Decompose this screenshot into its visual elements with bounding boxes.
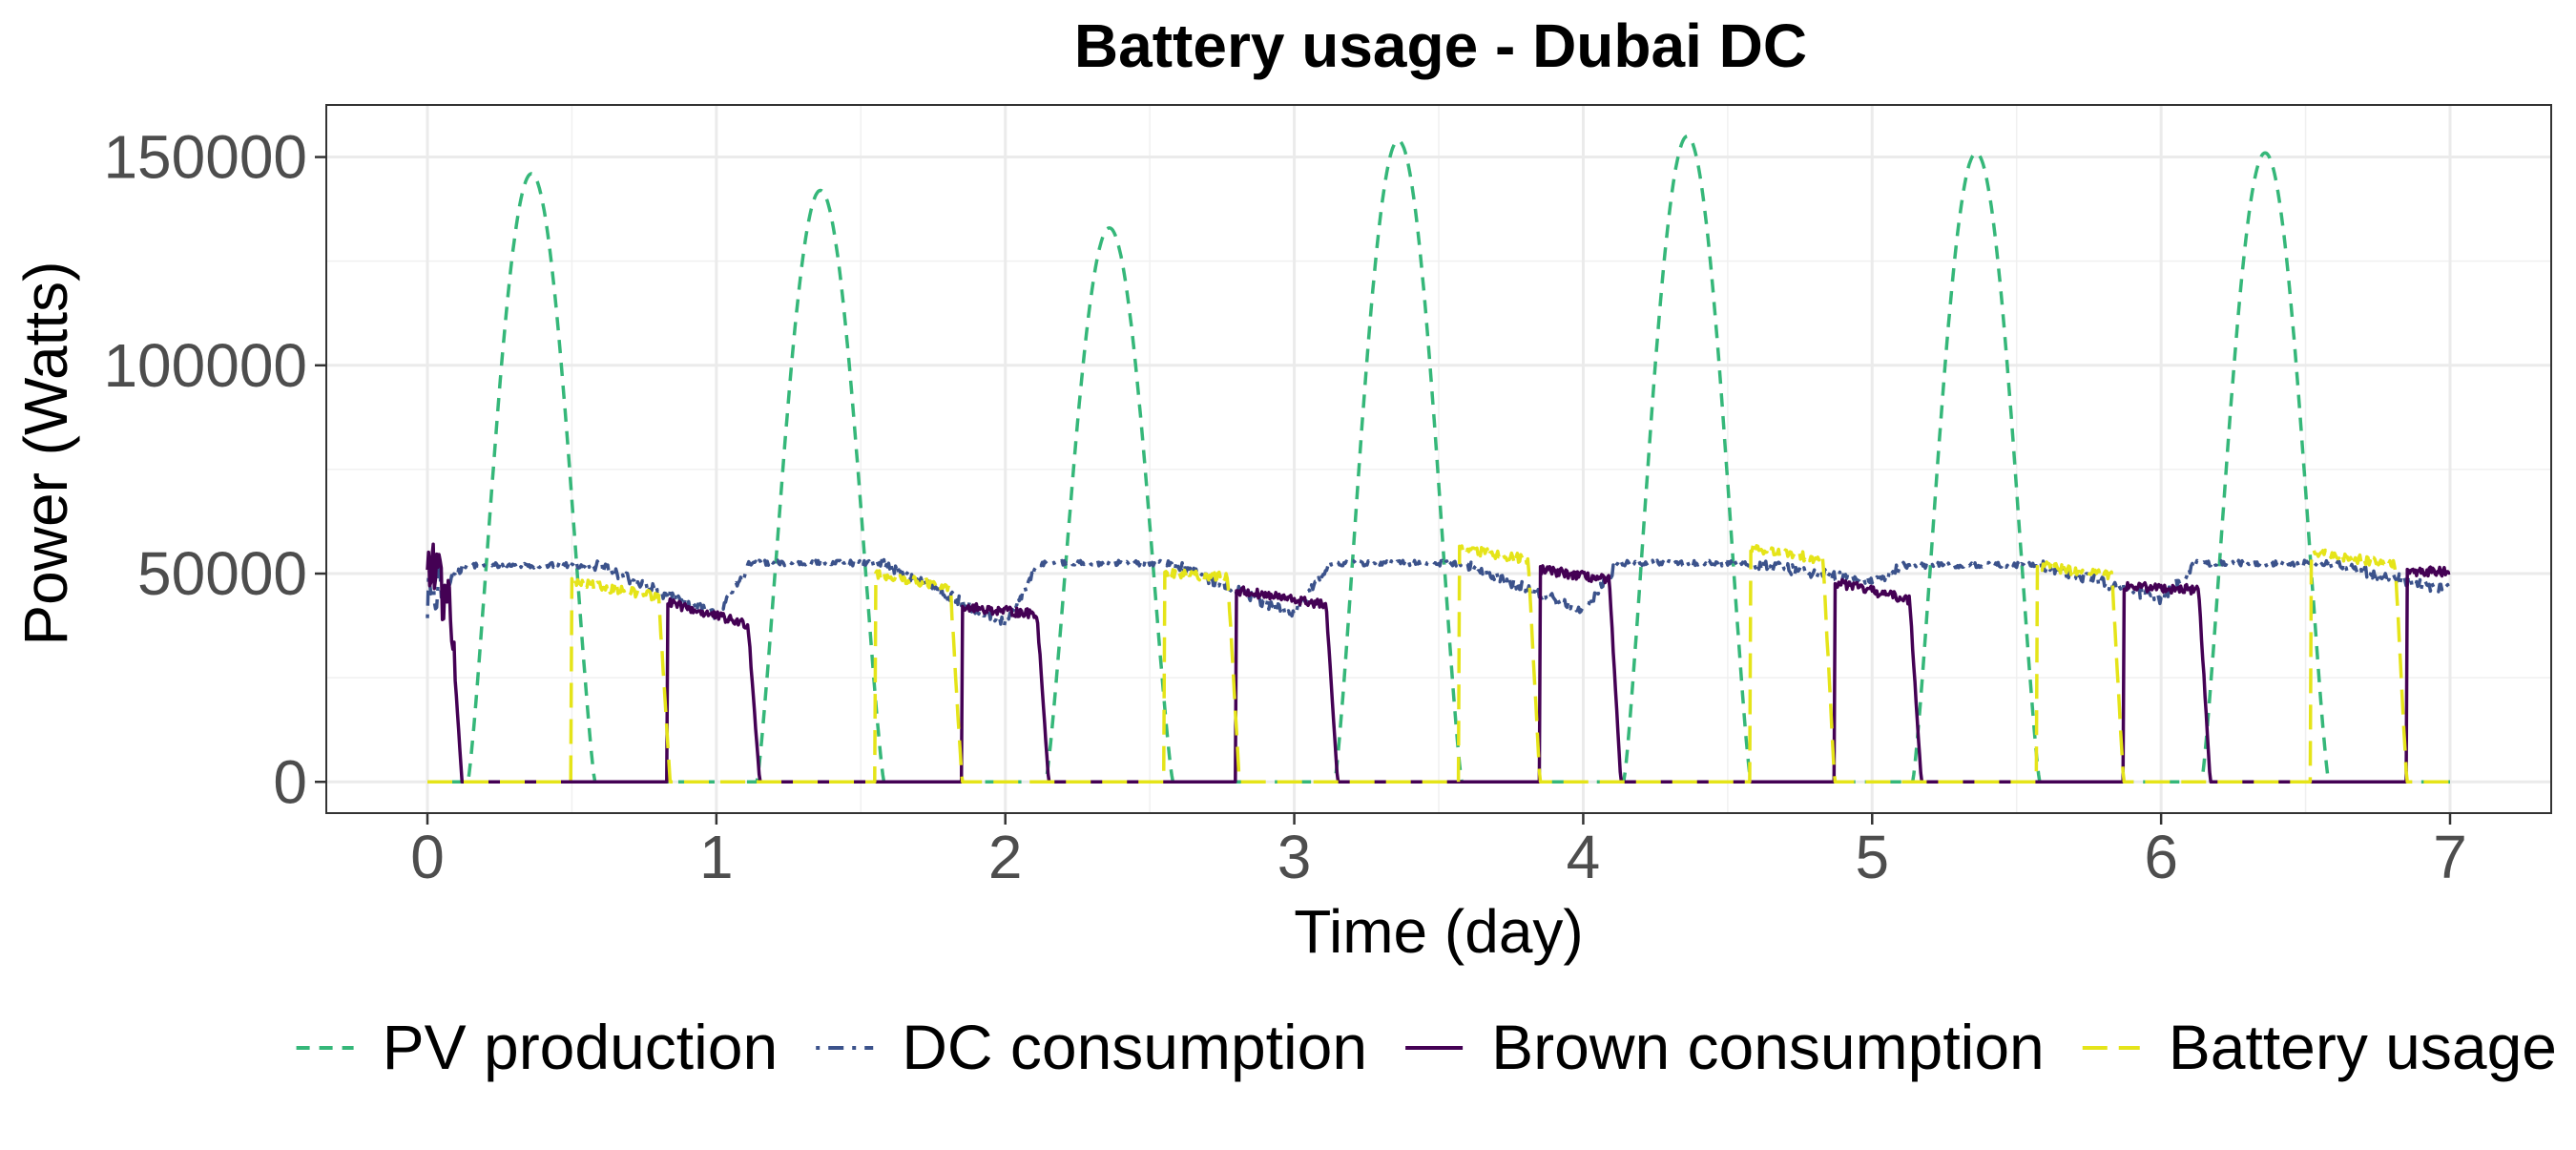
x-tick-label: 0	[410, 823, 445, 891]
y-axis-title: Power (Watts)	[11, 261, 80, 646]
x-tick-label: 4	[1567, 823, 1601, 891]
y-tick-label: 100000	[103, 331, 307, 400]
x-tick-label: 1	[699, 823, 734, 891]
legend-label-dc-consumption: DC consumption	[902, 1012, 1367, 1082]
legend: PV production DC consumption Brown consump…	[296, 1012, 2557, 1082]
chart-title: Battery usage - Dubai DC	[1074, 11, 1807, 80]
y-tick-label: 50000	[137, 539, 307, 608]
x-tick-label: 5	[1855, 823, 1889, 891]
panel-border	[325, 104, 2552, 814]
x-tick-label: 6	[2144, 823, 2178, 891]
grid-layer	[326, 105, 2551, 813]
axis-layer: 0 1 2 3 4 5 6 7 0 50000 100000 150000	[103, 123, 2466, 891]
x-tick-label: 3	[1278, 823, 1312, 891]
x-tick-label: 7	[2433, 823, 2467, 891]
y-tick-label: 150000	[103, 123, 307, 192]
y-tick-label: 0	[273, 747, 307, 816]
series-line-battery-usage	[426, 543, 2451, 784]
series-layer	[426, 134, 2452, 784]
legend-label-brown-consumption: Brown consumption	[1491, 1012, 2045, 1082]
legend-label-pv-production: PV production	[383, 1012, 779, 1082]
legend-label-battery-usage: Battery usage	[2169, 1012, 2557, 1082]
x-axis-title: Time (day)	[1294, 897, 1583, 966]
series-line-pv-production	[426, 134, 2451, 784]
x-tick-label: 2	[988, 823, 1023, 891]
